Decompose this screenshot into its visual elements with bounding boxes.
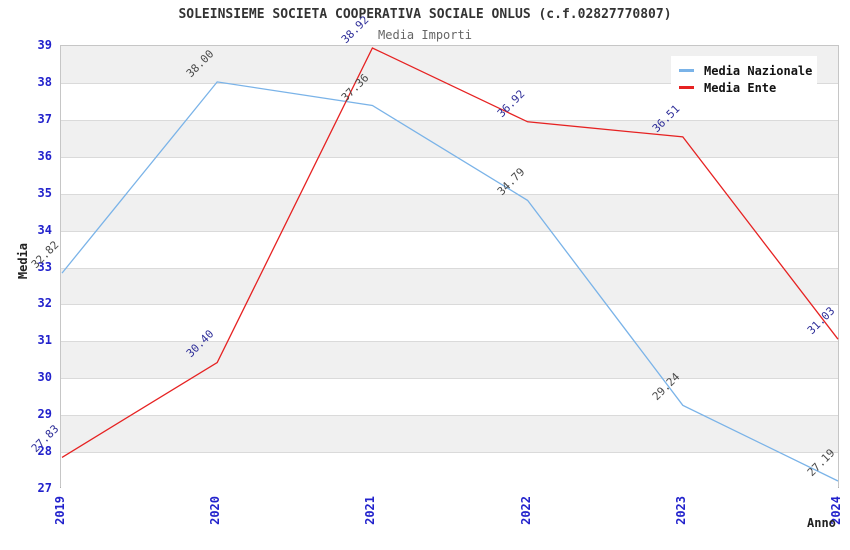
y-tick-label: 35 — [37, 185, 52, 200]
grid-band — [61, 341, 838, 379]
gridline — [61, 230, 838, 232]
x-tick-label: 2022 — [518, 496, 533, 525]
gridline — [61, 452, 838, 454]
gridline — [61, 304, 838, 306]
y-tick-label: 37 — [37, 111, 52, 126]
y-tick-label: 28 — [37, 444, 52, 459]
x-axis-title: Anno — [807, 516, 836, 530]
gridline — [61, 193, 838, 195]
grid-band — [61, 378, 838, 416]
x-tick-label: 2020 — [208, 496, 223, 525]
legend-label-media-nazionale: Media Nazionale — [704, 63, 813, 78]
grid-band — [61, 193, 838, 231]
y-tick-label: 34 — [37, 222, 52, 237]
grid-band — [61, 304, 838, 342]
grid-band — [61, 230, 838, 268]
gridline — [61, 415, 838, 417]
x-tick-label: 2021 — [363, 496, 378, 525]
y-tick-label: 39 — [37, 38, 52, 52]
chart-subtitle: Media Importi — [378, 28, 472, 42]
x-tick-label: 2019 — [53, 496, 67, 525]
gridline — [61, 119, 838, 121]
y-tick-label: 32 — [37, 296, 52, 311]
legend-marker-media-nazionale — [679, 69, 694, 72]
gridline — [61, 341, 838, 343]
grid-band — [61, 267, 838, 305]
chart-title: SOLEINSIEME SOCIETA COOPERATIVA SOCIALE … — [178, 7, 672, 22]
legend-marker-media-ente — [679, 86, 694, 89]
y-tick-label: 27 — [37, 481, 52, 495]
y-axis-title: Media — [16, 242, 30, 279]
legend-label-media-ente: Media Ente — [704, 80, 777, 95]
gridline — [61, 156, 838, 158]
legend: Media Nazionale Media Ente — [671, 56, 817, 102]
grid-band — [61, 156, 838, 194]
plot-area — [60, 45, 839, 489]
grid-band — [61, 119, 838, 157]
grid-band — [61, 415, 838, 453]
y-tick-label: 36 — [37, 148, 52, 163]
legend-item-media-ente: Media Ente — [679, 79, 809, 96]
gridline — [61, 267, 838, 269]
legend-item-media-nazionale: Media Nazionale — [679, 62, 813, 79]
gridline — [61, 378, 838, 380]
y-tick-label: 33 — [37, 259, 52, 274]
y-tick-label: 38 — [37, 74, 52, 89]
y-tick-label: 31 — [37, 333, 52, 348]
x-tick-label: 2023 — [673, 496, 688, 525]
grid-band — [61, 452, 838, 489]
y-tick-label: 30 — [37, 370, 52, 385]
y-tick-label: 29 — [37, 407, 52, 422]
